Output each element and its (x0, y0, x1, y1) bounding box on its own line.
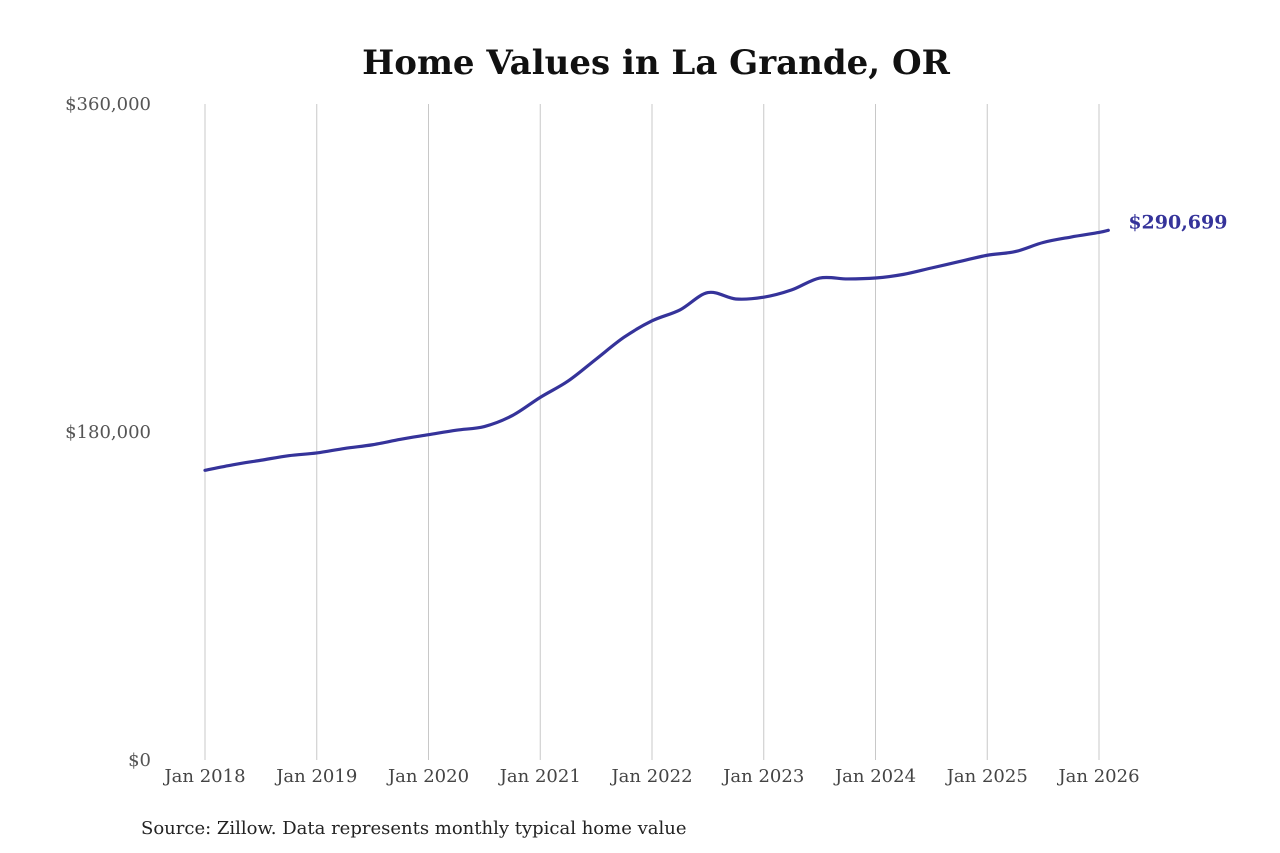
x-tick-label: Jan 2022 (609, 766, 692, 787)
source-note: Source: Zillow. Data represents monthly … (141, 818, 687, 839)
gridlines (204, 104, 1100, 760)
x-tick-label: Jan 2026 (1056, 766, 1139, 787)
y-tick-label: $180,000 (65, 422, 151, 443)
x-tick-label: Jan 2024 (833, 766, 916, 787)
end-value-label: $290,699 (1128, 211, 1227, 233)
x-tick-label: Jan 2021 (498, 766, 581, 787)
x-tick-label: Jan 2019 (274, 766, 357, 787)
y-tick-label: $360,000 (65, 94, 151, 115)
x-axis-ticks: Jan 2018 Jan 2019 Jan 2020 Jan 2021 Jan 2022… (162, 766, 1139, 787)
chart-title: Home Values in La Grande, OR (362, 43, 950, 83)
x-tick-label: Jan 2025 (945, 766, 1028, 787)
y-tick-label: $0 (128, 750, 151, 771)
x-tick-label: Jan 2018 (162, 766, 245, 787)
y-axis-ticks: $0 $180,000 $360,000 (65, 94, 151, 771)
x-tick-label: Jan 2023 (721, 766, 804, 787)
series-line (203, 228, 1110, 472)
x-tick-label: Jan 2020 (386, 766, 469, 787)
